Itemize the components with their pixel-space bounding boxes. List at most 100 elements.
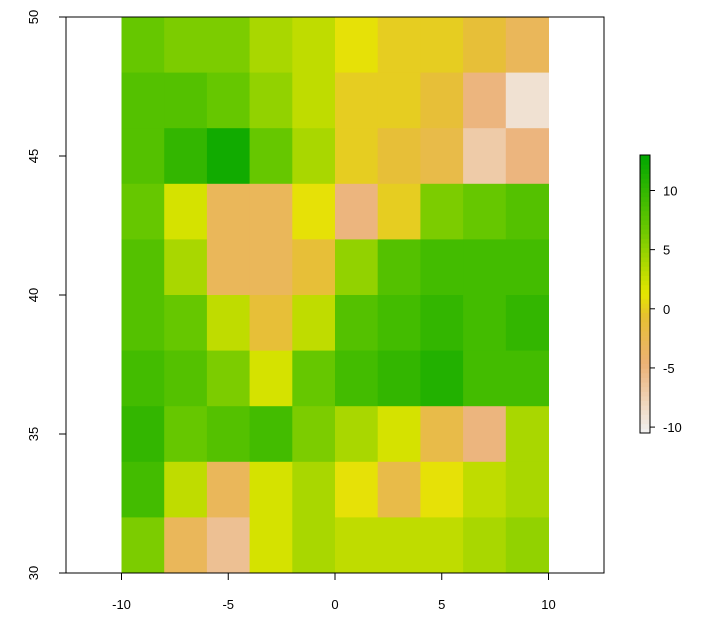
colorbar-segment — [640, 215, 650, 221]
raster-cell — [292, 406, 336, 463]
raster-cell — [292, 17, 336, 74]
colorbar-segment — [640, 229, 650, 235]
raster-cell — [335, 72, 379, 129]
raster-cell — [292, 295, 336, 352]
raster-cell — [505, 239, 549, 296]
raster-cell — [377, 128, 421, 185]
raster-cell — [292, 461, 336, 518]
raster-cell — [377, 17, 421, 74]
colorbar-tick-label: 0 — [663, 302, 670, 317]
raster-cell — [164, 517, 208, 574]
colorbar-segment — [640, 419, 650, 425]
colorbar-segment — [640, 395, 650, 402]
raster-cell — [206, 406, 251, 463]
raster-cell — [121, 17, 165, 74]
raster-cell — [121, 350, 165, 407]
raster-cell — [249, 350, 293, 407]
colorbar-segment — [640, 275, 650, 281]
raster-cell — [292, 239, 336, 296]
raster-cell — [463, 350, 507, 407]
colorbar-segment — [640, 428, 650, 434]
colorbar-segment — [640, 178, 650, 184]
colorbar-segment — [640, 405, 650, 411]
colorbar-segment — [640, 377, 650, 383]
raster-cell — [505, 295, 549, 352]
raster-cell — [463, 517, 507, 574]
colorbar-segment — [640, 238, 650, 244]
colorbar-segment — [640, 219, 650, 225]
colorbar-segment — [640, 331, 650, 337]
raster-cell — [335, 128, 379, 185]
colorbar-segment — [640, 284, 650, 290]
y-tick-label: 35 — [26, 427, 41, 441]
y-tick-label: 30 — [26, 566, 41, 580]
raster-cell — [335, 350, 379, 407]
colorbar-segment — [640, 400, 650, 406]
raster-cell — [292, 128, 336, 185]
colorbar-segment — [640, 289, 650, 295]
colorbar-segment — [640, 372, 650, 378]
raster-cell — [420, 517, 464, 574]
y-tick-label: 45 — [26, 149, 41, 163]
raster-cell — [335, 406, 379, 463]
colorbar-segment — [640, 201, 650, 207]
colorbar-segment — [640, 168, 650, 175]
raster-cell — [164, 406, 208, 463]
raster-cell — [377, 239, 421, 296]
raster-cell — [377, 350, 421, 407]
colorbar-segment — [640, 294, 650, 300]
colorbar-segment — [640, 312, 650, 318]
colorbar-segment — [640, 247, 650, 253]
raster-cell — [420, 239, 464, 296]
y-tick-label: 40 — [26, 288, 41, 302]
raster-cell — [164, 350, 208, 407]
raster-cell — [505, 406, 549, 463]
raster-cell — [463, 461, 507, 518]
raster-cell — [420, 461, 464, 518]
raster-cell — [164, 183, 208, 240]
colorbar-segment — [640, 363, 650, 369]
colorbar-segment — [640, 205, 650, 212]
colorbar-segment — [640, 391, 650, 397]
raster-cell — [335, 461, 379, 518]
colorbar-segment — [640, 261, 650, 267]
raster-cell — [249, 72, 293, 129]
raster-cell — [505, 17, 549, 74]
raster-cell — [121, 239, 165, 296]
colorbar-segment — [640, 344, 650, 351]
colorbar-segment — [640, 340, 650, 346]
colorbar-segment — [640, 307, 650, 314]
raster-cell — [463, 406, 507, 463]
colorbar-segment — [640, 326, 650, 332]
x-tick-label: -10 — [112, 597, 131, 612]
raster-cell — [335, 517, 379, 574]
raster-cell — [292, 517, 336, 574]
raster-cell — [335, 239, 379, 296]
raster-cell — [249, 183, 293, 240]
colorbar-segment — [640, 173, 650, 179]
colorbar-tick-label: 10 — [663, 183, 677, 198]
colorbar-segment — [640, 164, 650, 170]
colorbar-segment — [640, 266, 650, 272]
colorbar-segment — [640, 159, 650, 165]
colorbar-segment — [640, 280, 650, 286]
raster-cell — [420, 183, 464, 240]
raster-cell — [335, 295, 379, 352]
raster-cell — [121, 461, 165, 518]
raster-cell — [206, 517, 251, 574]
colorbar-segment — [640, 252, 650, 258]
raster-cell — [206, 239, 251, 296]
raster-cell — [377, 295, 421, 352]
colorbar-segment — [640, 155, 650, 161]
raster-cell — [420, 295, 464, 352]
colorbar-segment — [640, 192, 650, 198]
x-tick-label: -5 — [222, 597, 234, 612]
raster-cell — [505, 350, 549, 407]
raster-cell — [206, 17, 251, 74]
colorbar-segment — [640, 182, 650, 188]
raster-cell — [505, 461, 549, 518]
raster-cell — [164, 239, 208, 296]
raster-cell — [249, 128, 293, 185]
raster-cell — [292, 183, 336, 240]
raster-cell — [206, 461, 251, 518]
